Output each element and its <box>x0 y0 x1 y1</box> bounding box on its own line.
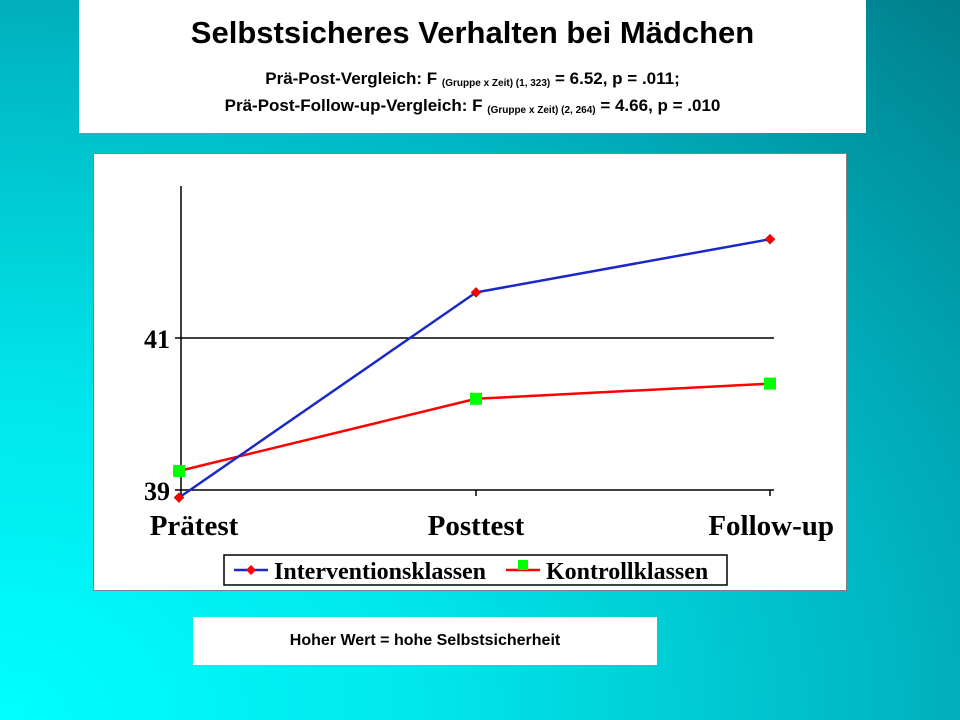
line-chart: 39 41 Prätest Posttest Follow-up Intervention… <box>144 186 834 586</box>
chart-title: Selbstsicheres Verhalten bei Mädchen <box>190 15 755 50</box>
series-0-point-0 <box>173 492 185 503</box>
x-tick-label-1: Posttest <box>428 510 525 542</box>
x-tick-label-2: Follow-up <box>708 510 834 542</box>
stat-line-1-sub: (Gruppe x Zeit) (1, 323) <box>441 78 551 89</box>
x-tick-label-0: Prätest <box>150 510 239 542</box>
legend-marker-0 <box>246 565 256 575</box>
series-0-point-1 <box>470 287 482 298</box>
note-text: Hoher Wert = hohe Selbstsicherheit <box>289 632 561 649</box>
legend-marker-1 <box>518 560 528 570</box>
y-tick-label-41: 41 <box>144 325 170 354</box>
series-line-0 <box>178 237 771 499</box>
legend-label-1: Kontrollklassen <box>546 559 708 585</box>
legend-label-0: Interventionsklassen <box>274 559 486 585</box>
y-tick-label-39: 39 <box>144 477 170 506</box>
series-1-point-0 <box>173 465 185 477</box>
legend-box <box>223 554 728 586</box>
series-0-point-2 <box>764 233 776 245</box>
stat-line-1-suffix: = 6.52, p = .011; <box>555 69 680 88</box>
series-1-point-1 <box>470 392 482 405</box>
note-box: Hoher Wert = hohe Selbstsicherheit <box>193 617 657 665</box>
stat-line-pre-post: Prä-Post-Vergleich: F (Gruppe x Zeit) (1… <box>79 68 866 95</box>
series-1-point-2 <box>764 377 776 390</box>
stat-line-pre-post-follow: Prä-Post-Follow-up-Vergleich: F (Gruppe … <box>79 95 866 122</box>
stat-line-1-prefix: Prä-Post-Vergleich: F <box>265 69 438 88</box>
stat-line-2-sub: (Gruppe x Zeit) (2, 264) <box>487 105 596 116</box>
stat-line-2-suffix: = 4.66, p = .010 <box>600 96 721 115</box>
title-box: Selbstsicheres Verhalten bei Mädchen Prä… <box>79 0 866 133</box>
stat-line-2-prefix: Prä-Post-Follow-up-Vergleich: F <box>224 96 483 115</box>
chart-area: 39 41 Prätest Posttest Follow-up Intervention… <box>93 153 847 591</box>
